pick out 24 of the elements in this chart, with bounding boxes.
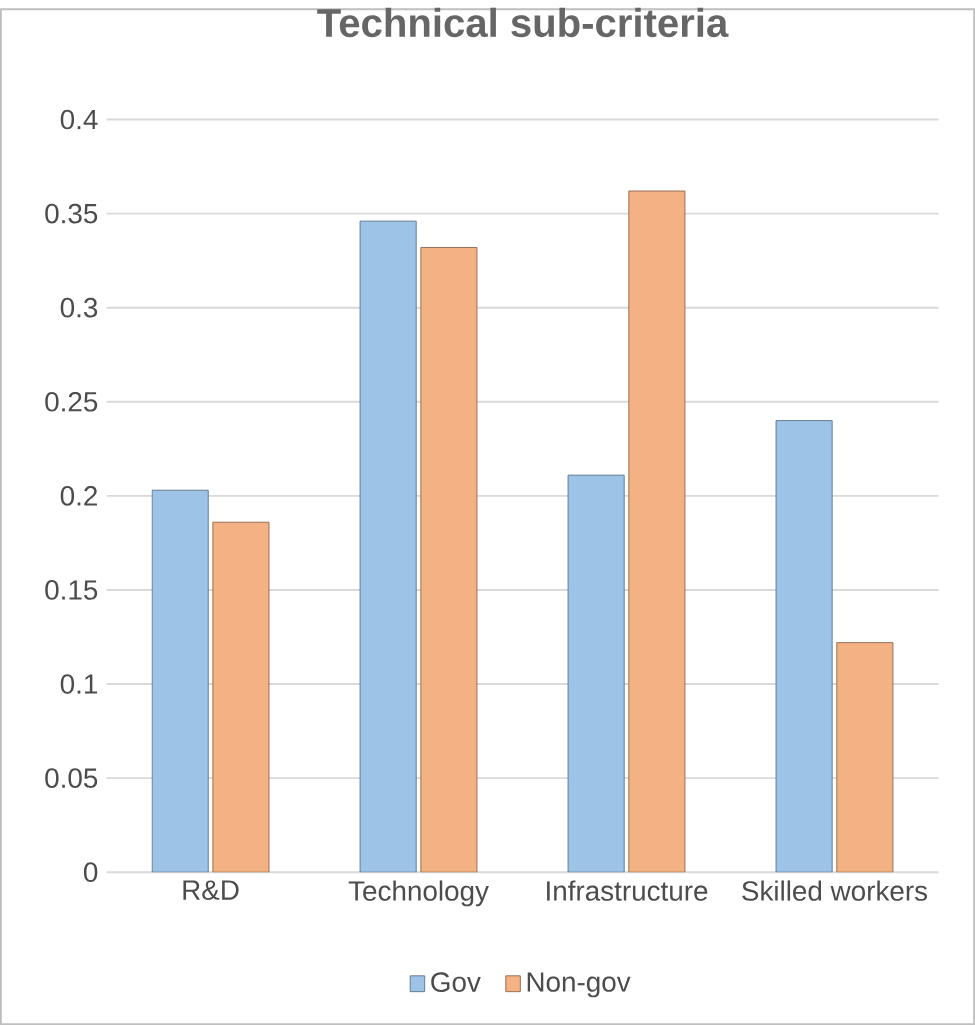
x-tick-label: R&D [183, 880, 239, 900]
y-tick-label: 0.35 [45, 203, 98, 224]
chart-title: Technical sub-criteria [317, 7, 729, 38]
x-tick-label: Technology [348, 880, 489, 907]
bar [420, 247, 478, 873]
bar [212, 521, 270, 873]
legend-label: Non-gov [527, 972, 631, 998]
legend-label: Gov [431, 972, 481, 992]
x-tick-label: Infrastructure [547, 880, 708, 901]
y-tick-label: 0 [83, 862, 98, 883]
y-tick-label: 0.3 [60, 297, 98, 318]
y-tick-label: 0.15 [45, 580, 98, 600]
bar [628, 190, 686, 873]
bar [775, 420, 833, 873]
bar [151, 489, 209, 873]
bar [359, 220, 417, 873]
y-tick-label: 0.4 [60, 109, 98, 130]
y-tick-label: 0.05 [45, 768, 98, 788]
bar [836, 642, 894, 873]
bar [567, 474, 625, 873]
y-tick-label: 0.2 [60, 486, 97, 506]
y-tick-label: 0.1 [60, 674, 97, 694]
y-tick-label: 0.25 [45, 391, 98, 412]
x-tick-label: Skilled workers [742, 880, 928, 901]
